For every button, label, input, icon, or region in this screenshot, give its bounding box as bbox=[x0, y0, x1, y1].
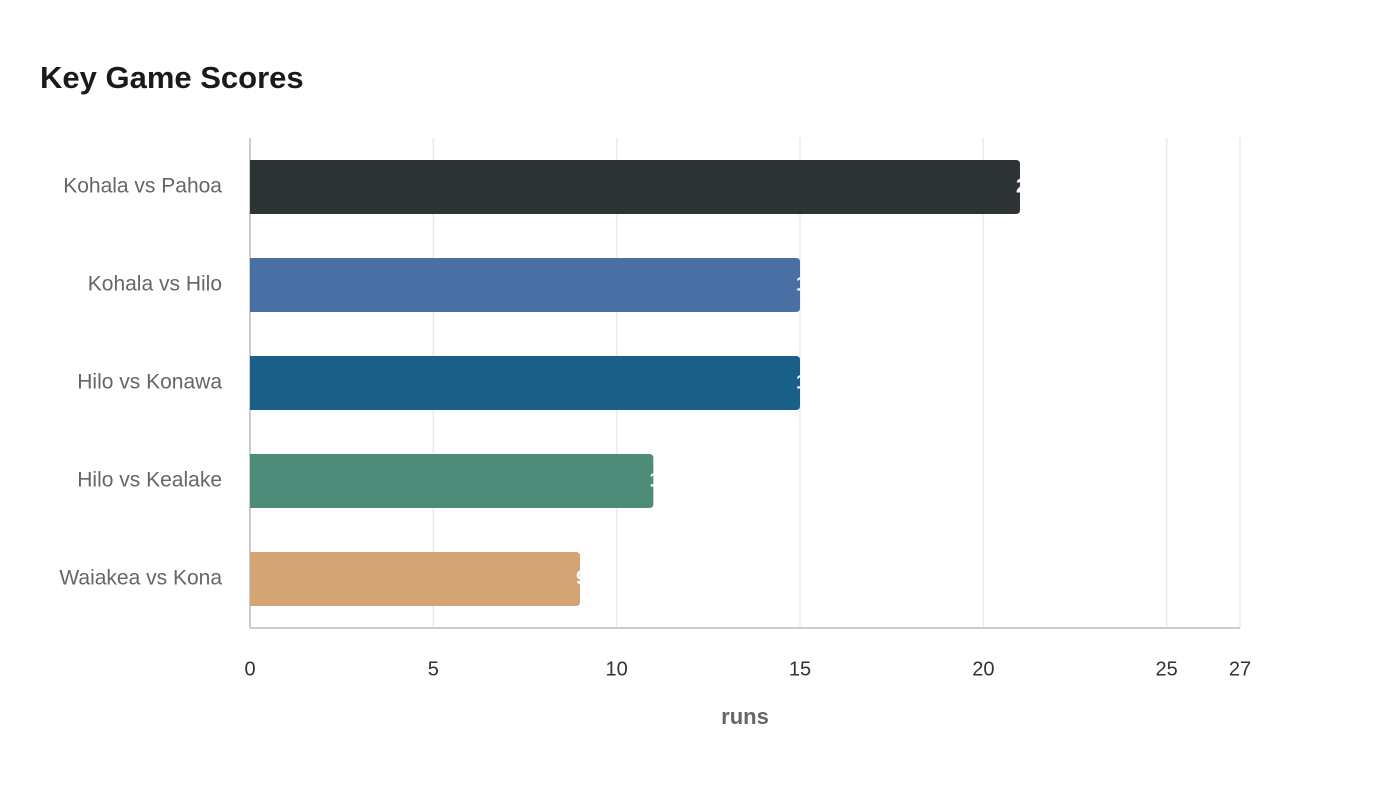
y-tick-label: Waiakea vs Kona bbox=[59, 567, 222, 590]
y-tick-label: Kohala vs Hilo bbox=[88, 273, 222, 296]
y-tick-label: Kohala vs Pahoa bbox=[63, 175, 222, 198]
x-tick-label: 5 bbox=[428, 658, 439, 680]
x-tick-label: 27 bbox=[1229, 658, 1251, 680]
bar bbox=[250, 356, 800, 410]
bar bbox=[250, 160, 1020, 214]
x-tick-label: 0 bbox=[244, 658, 255, 680]
data-label: 15 bbox=[796, 273, 818, 295]
x-axis-label: runs bbox=[721, 704, 769, 729]
data-label: 9 bbox=[576, 567, 587, 589]
chart-title: Key Game Scores bbox=[40, 60, 304, 95]
y-tick-label: Hilo vs Kealake bbox=[77, 469, 222, 492]
data-label: 15 bbox=[796, 371, 818, 393]
bar bbox=[250, 454, 654, 508]
bar bbox=[250, 258, 800, 312]
x-tick-label: 15 bbox=[789, 658, 811, 680]
bar bbox=[250, 552, 580, 606]
x-tick-label: 25 bbox=[1156, 658, 1178, 680]
data-label: 21 bbox=[1016, 175, 1038, 197]
data-label: 11 bbox=[649, 469, 670, 491]
x-tick-label: 20 bbox=[972, 658, 994, 680]
y-tick-label: Hilo vs Konawa bbox=[77, 371, 222, 394]
x-tick-label: 10 bbox=[606, 658, 628, 680]
